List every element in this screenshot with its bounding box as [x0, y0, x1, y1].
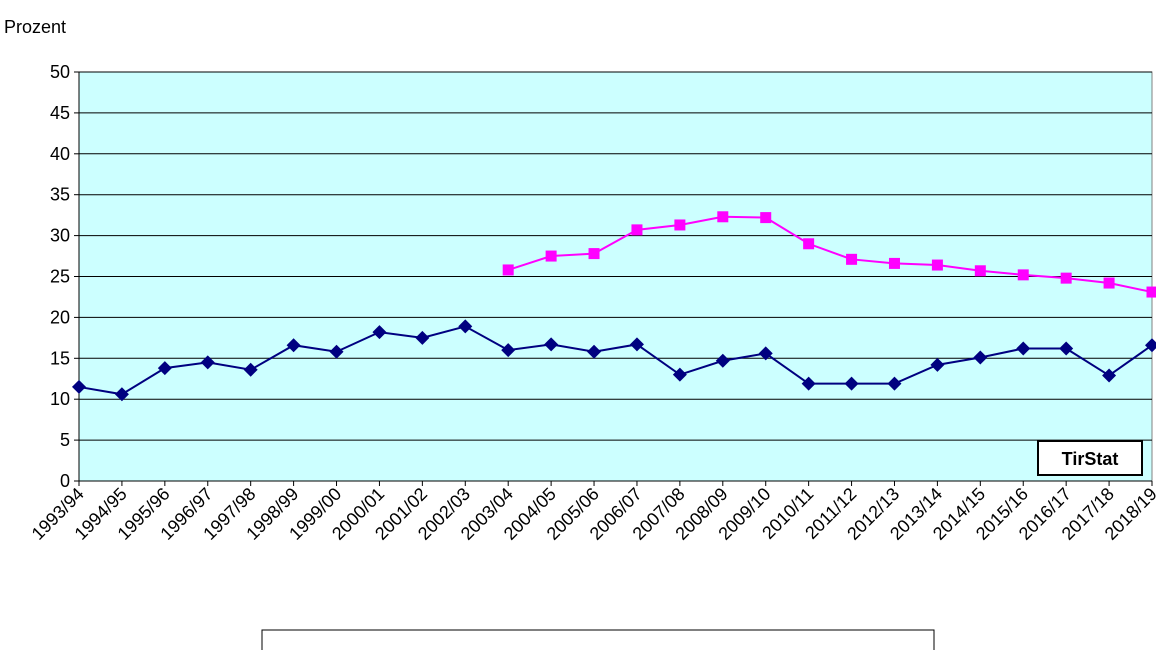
data-point: [1103, 277, 1115, 289]
data-point: [1145, 338, 1156, 353]
data-point: [672, 367, 687, 382]
y-tick-label: 10: [50, 389, 70, 409]
annotation: TirStat: [1062, 449, 1119, 469]
y-tick-label: 5: [60, 430, 70, 450]
data-point: [587, 344, 602, 359]
data-point: [846, 253, 858, 265]
data-point: [200, 355, 215, 370]
data-point: [588, 248, 600, 260]
data-point: [629, 337, 644, 352]
y-tick-label: 20: [50, 307, 70, 327]
series-line: [507, 215, 1153, 294]
y-tick-label: 25: [50, 267, 70, 287]
data-point: [931, 259, 943, 271]
data-point: [1146, 286, 1156, 298]
data-point: [973, 350, 988, 365]
data-point: [286, 338, 301, 353]
y-tick-label: 45: [50, 103, 70, 123]
data-point: [1060, 272, 1072, 284]
data-point: [114, 387, 129, 402]
data-point: [715, 353, 730, 368]
data-point: [415, 330, 430, 345]
data-point: [501, 343, 516, 358]
y-tick-label: 40: [50, 144, 70, 164]
data-point: [1016, 341, 1031, 356]
data-point: [1059, 341, 1074, 356]
data-point: [545, 250, 557, 262]
series-line: [78, 325, 1153, 396]
annotation-box: [1037, 440, 1143, 476]
data-point: [888, 257, 900, 269]
y-tick-label: 35: [50, 185, 70, 205]
legend-box: [261, 629, 935, 650]
data-point: [803, 238, 815, 250]
y-axis-label: Prozent: [4, 17, 66, 37]
data-point: [329, 344, 344, 359]
data-point: [887, 376, 902, 391]
data-point: [544, 337, 559, 352]
data-point: [930, 357, 945, 372]
data-point: [631, 224, 643, 236]
data-point: [760, 212, 772, 224]
data-point: [1017, 269, 1029, 281]
data-point: [458, 319, 473, 334]
data-point: [717, 211, 729, 223]
data-point: [974, 265, 986, 277]
data-point: [1102, 368, 1117, 383]
data-point: [674, 219, 686, 231]
data-point: [844, 376, 859, 391]
data-point: [502, 264, 514, 276]
y-tick-label: 50: [50, 62, 70, 82]
y-tick-label: 15: [50, 348, 70, 368]
data-point: [157, 361, 172, 376]
data-point: [372, 325, 387, 340]
y-tick-label: 0: [60, 471, 70, 491]
y-tick-label: 30: [50, 226, 70, 246]
data-point: [801, 376, 816, 391]
data-point: [758, 346, 773, 361]
data-point: [72, 379, 86, 394]
data-point: [243, 362, 258, 377]
